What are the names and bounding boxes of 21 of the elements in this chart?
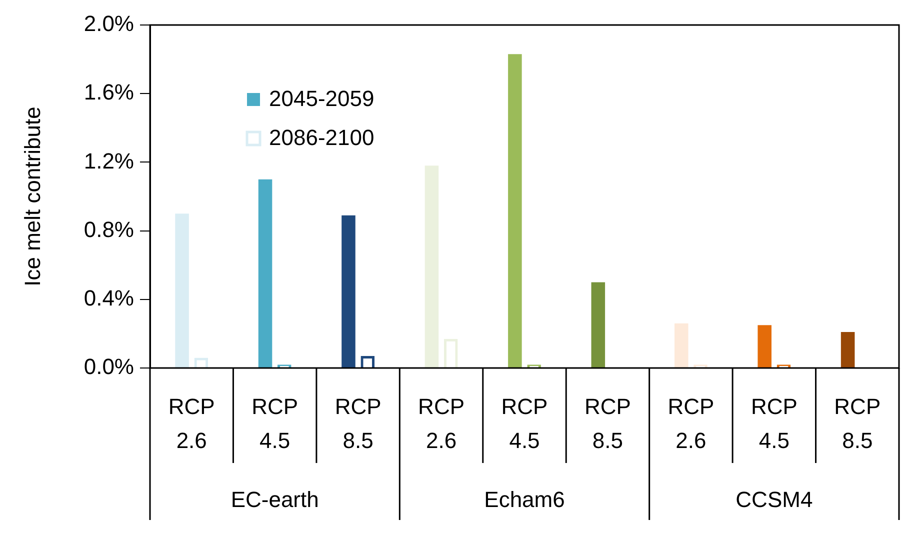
x-tick-label: RCP 4.5 (501, 394, 548, 454)
y-tick-label: 1.6% (84, 80, 134, 105)
y-tick-label: 0.4% (84, 285, 134, 310)
x-tick-label: RCP 4.5 (750, 394, 798, 454)
x-tick-label: RCP 8.5 (834, 394, 881, 454)
y-tick-label: 2.0% (84, 11, 134, 36)
x-tick-label: RCP 8.5 (584, 394, 631, 454)
text: EC-earth (230, 487, 319, 512)
x-tick-label: RCP 8.5 (334, 394, 382, 454)
legend-label: 2086-2100 (269, 125, 374, 150)
x-tick-label: RCP 2.6 (418, 394, 465, 454)
text: CCSM4 (736, 487, 813, 512)
y-tick-label: 0.8% (84, 216, 134, 242)
y-axis-title: Ice melt contribute (20, 106, 46, 286)
legend-label: 2045-2059 (269, 86, 374, 112)
y-tick-label: 1.2% (84, 148, 134, 174)
text: Echam6 (484, 487, 565, 512)
x-tick-label: RCP 2.6 (168, 394, 215, 454)
x-tick-label: RCP 2.6 (668, 394, 714, 454)
x-tick-label: RCP 4.5 (252, 394, 298, 454)
y-tick-label: 0.0% (84, 354, 134, 380)
